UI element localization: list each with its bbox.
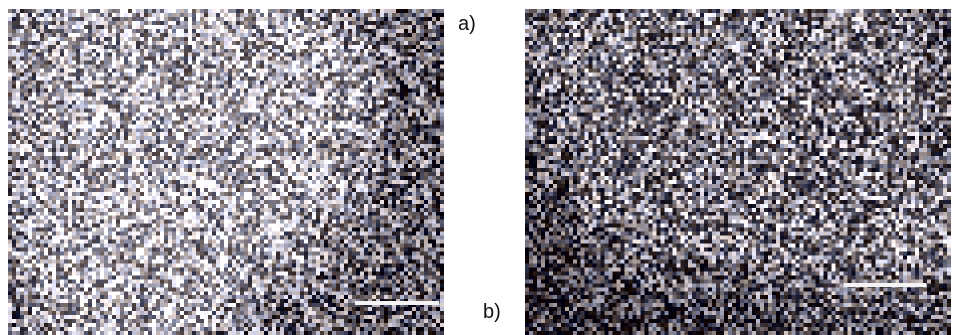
micrograph-image-a <box>8 9 444 335</box>
micrograph-panel-a <box>8 9 444 335</box>
scale-bar-a <box>355 301 439 305</box>
panel-label-b: b) <box>483 301 501 323</box>
panel-label-a: a) <box>458 13 476 35</box>
micrograph-image-b <box>525 9 951 335</box>
micrograph-panel-b <box>525 9 951 335</box>
scale-bar-b <box>844 283 926 287</box>
